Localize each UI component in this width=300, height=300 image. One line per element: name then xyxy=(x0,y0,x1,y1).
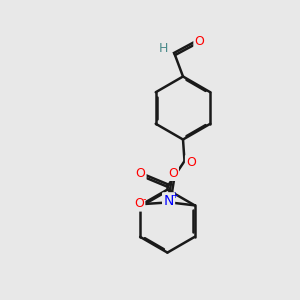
Text: -: - xyxy=(142,194,146,204)
Text: O: O xyxy=(168,167,178,180)
Text: N: N xyxy=(164,194,174,208)
Text: O: O xyxy=(134,197,144,210)
Text: +: + xyxy=(171,191,178,200)
Text: O: O xyxy=(136,167,145,180)
Text: H: H xyxy=(158,42,168,55)
Text: O: O xyxy=(195,35,204,48)
Text: O: O xyxy=(186,156,196,169)
